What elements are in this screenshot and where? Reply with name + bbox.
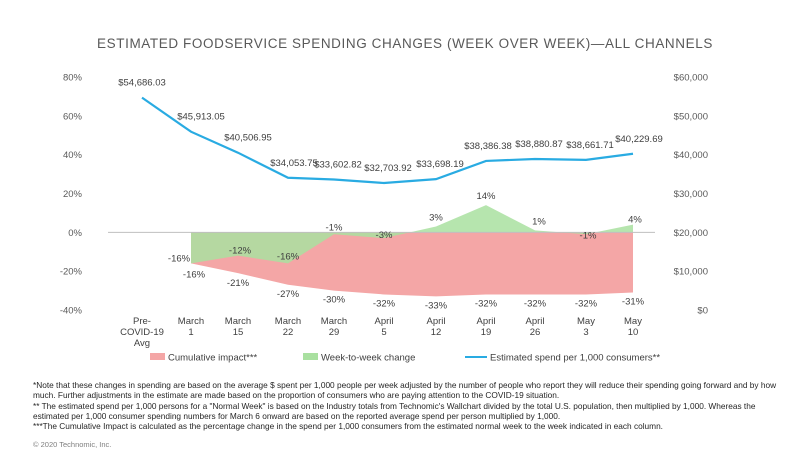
legend-estimated-spend-label: Estimated spend per 1,000 consumers**	[490, 353, 660, 364]
cumulative-data-label: -31%	[622, 297, 645, 308]
category-label: 22	[283, 327, 294, 338]
left-axis-tick-label: -20%	[60, 267, 83, 278]
cumulative-data-label: -33%	[425, 300, 448, 311]
category-label: 26	[530, 327, 541, 338]
left-axis-tick-label: 80%	[63, 73, 83, 84]
spend-data-label: $33,698.19	[416, 159, 464, 170]
legend-cumulative-impact-swatch	[150, 353, 165, 360]
right-axis-tick-label: $30,000	[674, 189, 708, 200]
week-change-data-label: 3%	[429, 213, 443, 224]
right-axis-tick-label: $40,000	[674, 150, 708, 161]
category-label: April	[476, 316, 495, 327]
cumulative-data-label: -16%	[183, 269, 206, 280]
category-label: March	[178, 316, 204, 327]
legend-week-to-week-label: Week-to-week change	[321, 353, 415, 364]
spend-data-label: $32,703.92	[364, 163, 412, 174]
category-label: COVID-19	[120, 327, 164, 338]
left-axis-tick-label: 60%	[63, 111, 83, 122]
category-label: May	[577, 316, 595, 327]
category-label: April	[525, 316, 544, 327]
legend-week-to-week-swatch	[303, 353, 318, 360]
spend-data-label: $38,880.87	[515, 139, 563, 150]
spend-data-label: $33,602.82	[314, 160, 362, 171]
left-axis-tick-label: 40%	[63, 150, 83, 161]
footnotes: *Note that these changes in spending are…	[33, 380, 783, 431]
spend-data-label: $40,229.69	[615, 134, 663, 145]
week-change-data-label: -16%	[168, 253, 191, 264]
category-label: March	[321, 316, 347, 327]
category-label: April	[374, 316, 393, 327]
cumulative-data-label: -30%	[323, 295, 346, 306]
right-axis-tick-label: $60,000	[674, 73, 708, 84]
right-axis-tick-label: $10,000	[674, 267, 708, 278]
cumulative-data-label: -21%	[227, 278, 250, 289]
category-label: April	[426, 316, 445, 327]
category-label: 15	[233, 327, 244, 338]
cumulative-data-label: -32%	[575, 298, 598, 309]
right-axis-tick-label: $50,000	[674, 111, 708, 122]
cumulative-data-label: -32%	[475, 298, 498, 309]
cumulative-data-label: -27%	[277, 289, 300, 300]
week-change-data-label: -3%	[376, 230, 393, 241]
category-label: 5	[381, 327, 386, 338]
category-label: 29	[329, 327, 340, 338]
category-label: 19	[481, 327, 492, 338]
legend-cumulative-impact-label: Cumulative impact***	[168, 353, 258, 364]
week-change-data-label: 1%	[532, 216, 546, 227]
category-label: Avg	[134, 338, 150, 349]
category-label: 3	[583, 327, 588, 338]
left-axis-tick-label: 20%	[63, 189, 83, 200]
week-change-data-label: -1%	[580, 230, 597, 241]
week-to-week-area	[191, 205, 633, 264]
week-change-data-label: -12%	[229, 246, 252, 257]
cumulative-data-label: -32%	[373, 298, 396, 309]
footnote-3: ***The Cumulative Impact is calculated a…	[33, 421, 663, 432]
category-label: March	[275, 316, 301, 327]
spend-data-label: $38,386.38	[464, 141, 512, 152]
week-change-data-label: 4%	[628, 215, 642, 226]
week-change-data-label: 14%	[476, 191, 496, 202]
category-label: May	[624, 316, 642, 327]
spend-data-label: $54,686.03	[118, 78, 166, 89]
footnote-2: ** The estimated spend per 1,000 persons…	[33, 400, 756, 421]
week-change-data-label: -16%	[277, 251, 300, 262]
spend-data-label: $45,913.05	[177, 112, 225, 123]
spend-data-label: $34,053.75	[270, 158, 318, 169]
copyright-text: © 2020 Technomic, Inc.	[33, 440, 112, 449]
right-axis-tick-label: $20,000	[674, 228, 708, 239]
footnote-1: *Note that these changes in spending are…	[33, 380, 777, 401]
category-label: March	[225, 316, 251, 327]
left-axis-tick-label: -40%	[60, 306, 83, 317]
left-axis-tick-label: 0%	[68, 228, 82, 239]
estimated-spend-line	[141, 96, 634, 185]
chart-title: ESTIMATED FOODSERVICE SPENDING CHANGES (…	[97, 36, 713, 51]
category-label: 12	[431, 327, 442, 338]
right-axis-tick-label: $0	[697, 306, 708, 317]
category-label: 10	[628, 327, 639, 338]
spend-data-label: $40,506.95	[224, 133, 272, 144]
week-change-data-label: -1%	[326, 222, 343, 233]
cumulative-data-label: -32%	[524, 298, 547, 309]
category-label: Pre-	[133, 316, 151, 327]
spend-data-label: $38,661.71	[566, 140, 614, 151]
category-label: 1	[188, 327, 193, 338]
